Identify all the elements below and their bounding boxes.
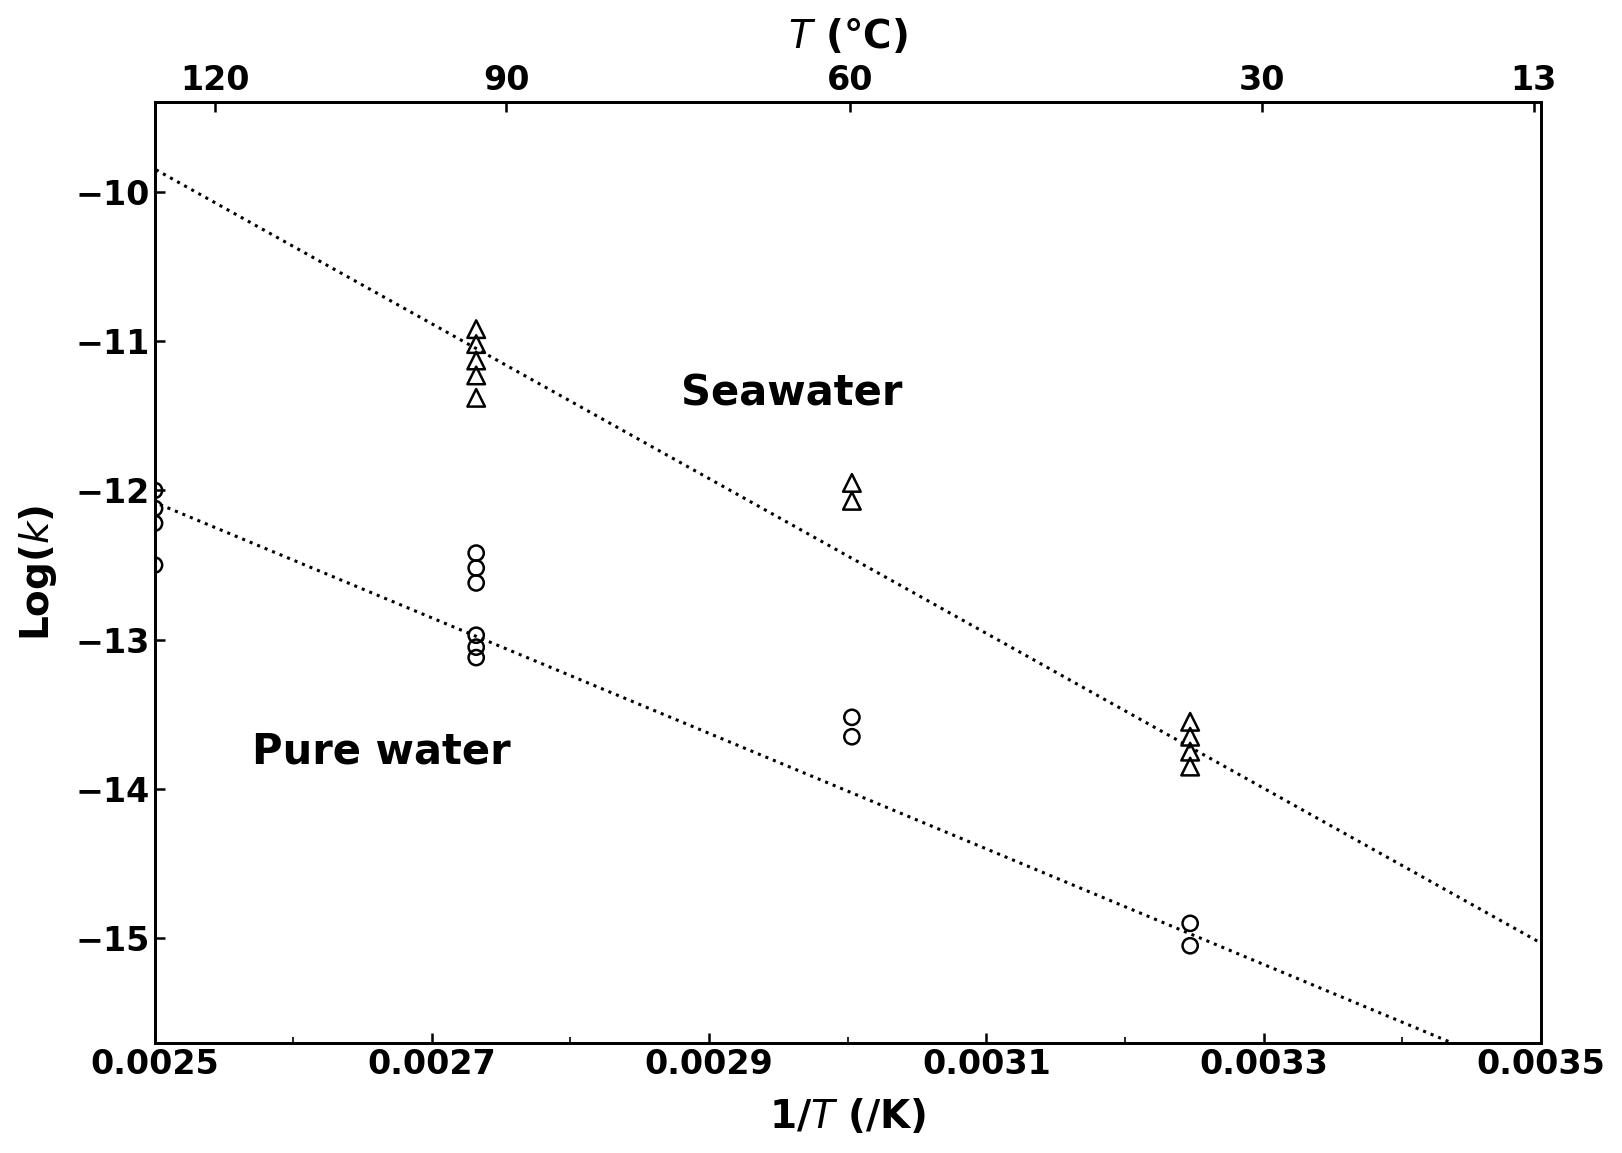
Text: Pure water: Pure water [251,731,511,773]
Point [464,389,490,407]
Point [464,319,490,338]
Point [1178,914,1204,933]
Point [141,499,167,518]
Point [839,491,865,510]
Text: Seawater: Seawater [681,372,903,414]
Point [1178,758,1204,776]
Point [141,514,167,533]
X-axis label: 1/$T$ (/K): 1/$T$ (/K) [769,1098,926,1137]
Point [464,352,490,370]
Point [464,574,490,593]
Y-axis label: Log($k$): Log($k$) [16,505,58,641]
Point [464,559,490,578]
Point [141,481,167,499]
Point [1178,936,1204,955]
Point [1178,743,1204,761]
Point [141,556,167,574]
Point [1178,713,1204,731]
Point [464,334,490,353]
X-axis label: $T$ (°C): $T$ (°C) [788,16,907,55]
Point [464,367,490,385]
Point [839,474,865,492]
Point [464,626,490,645]
Point [1178,728,1204,746]
Point [464,648,490,666]
Point [464,544,490,563]
Point [839,708,865,726]
Point [839,728,865,746]
Point [464,638,490,656]
